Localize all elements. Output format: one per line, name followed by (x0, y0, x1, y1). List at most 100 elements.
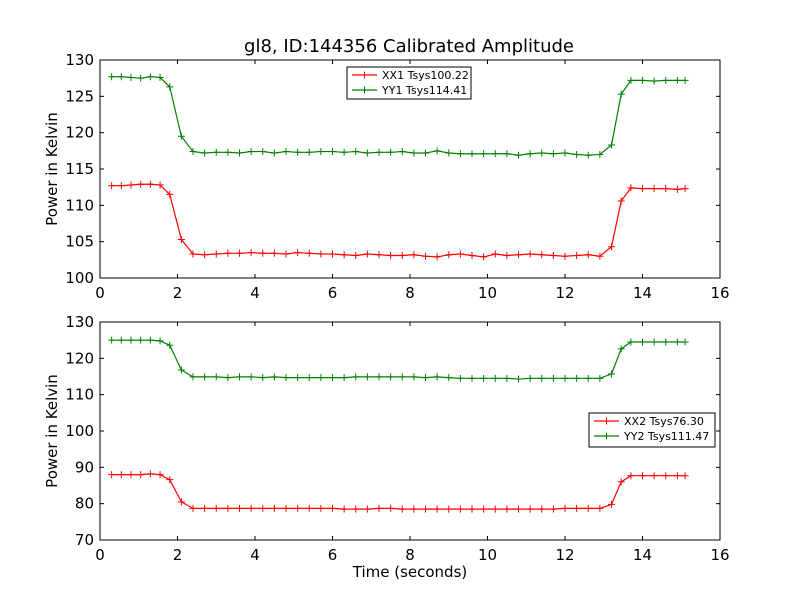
series-yy (108, 73, 689, 159)
data-point-marker (352, 148, 360, 156)
x-tick-label: 12 (555, 546, 574, 564)
data-point-marker (156, 73, 164, 81)
x-tick-label: 16 (710, 284, 729, 302)
data-point-marker (375, 504, 383, 512)
data-point-marker (282, 504, 290, 512)
data-point-marker (156, 181, 164, 189)
data-point-marker (584, 374, 592, 382)
data-point-marker (398, 148, 406, 156)
data-point-marker (166, 83, 174, 91)
data-point-marker (584, 504, 592, 512)
data-point-marker (259, 374, 267, 382)
data-point-marker (681, 338, 689, 346)
data-point-marker (538, 149, 546, 157)
data-point-marker (146, 180, 154, 188)
data-point-marker (189, 373, 197, 381)
data-point-marker (526, 374, 534, 382)
x-tick-label: 4 (250, 546, 260, 564)
data-point-marker (166, 476, 174, 484)
data-point-marker (108, 336, 116, 344)
legend-box (588, 412, 716, 448)
data-point-marker (503, 505, 511, 513)
data-point-marker (137, 336, 145, 344)
data-point-marker (608, 500, 615, 508)
legend: XX2 Tsys76.30 YY2 Tsys111.47 (588, 412, 716, 448)
legend-label: XX2 Tsys76.30 (624, 415, 704, 428)
x-tick-label: 8 (405, 546, 415, 564)
data-point-marker (681, 185, 689, 193)
data-point-marker (681, 472, 689, 480)
data-point-marker (317, 374, 325, 382)
data-point-marker (608, 243, 615, 251)
data-point-marker (650, 472, 658, 480)
y-tick-label: 110 (65, 196, 94, 214)
data-point-marker (387, 504, 395, 512)
data-point-marker (317, 504, 325, 512)
series-xx (108, 470, 689, 513)
y-tick-label: 120 (65, 349, 94, 367)
series-line (111, 183, 686, 258)
data-point-marker (270, 504, 278, 512)
data-point-marker (639, 338, 646, 346)
x-tick-label: 0 (95, 284, 105, 302)
data-point-marker (650, 77, 658, 85)
x-tick-label: 6 (328, 546, 338, 564)
data-point-marker (224, 374, 232, 382)
y-tick-label: 100 (65, 269, 94, 287)
data-point-marker (673, 472, 681, 480)
data-point-marker (137, 74, 145, 82)
y-tick-label: 105 (65, 233, 94, 251)
data-point-marker (573, 251, 581, 259)
data-point-marker (456, 150, 464, 158)
data-point-marker (491, 505, 499, 513)
data-point-marker (650, 185, 658, 193)
data-point-marker (340, 374, 348, 382)
series-line (111, 473, 686, 510)
data-point-marker (247, 373, 255, 381)
data-point-marker (617, 478, 625, 486)
data-point-marker (189, 504, 197, 512)
x-tick-label: 8 (405, 284, 415, 302)
data-point-marker (538, 505, 546, 513)
data-point-marker (156, 337, 164, 345)
data-point-marker (445, 374, 453, 382)
data-point-marker (117, 471, 125, 479)
data-point-marker (127, 336, 135, 344)
data-point-marker (387, 251, 395, 259)
data-point-marker (282, 374, 290, 382)
data-point-marker (329, 148, 336, 156)
legend-marker (603, 417, 610, 425)
data-point-marker (294, 374, 302, 382)
data-point-marker (305, 504, 313, 512)
data-point-marker (410, 149, 418, 157)
data-point-marker (108, 182, 116, 190)
data-point-marker (515, 151, 522, 159)
data-point-marker (236, 249, 243, 257)
data-point-marker (662, 338, 670, 346)
data-point-marker (639, 76, 646, 84)
legend-label: YY1 Tsys114.41 (381, 84, 467, 97)
data-point-marker (584, 251, 592, 259)
data-point-marker (538, 374, 546, 382)
data-point-marker (503, 374, 511, 382)
data-point-marker (212, 250, 220, 258)
data-point-marker (662, 472, 670, 480)
data-point-marker (127, 73, 135, 81)
data-point-marker (515, 375, 522, 383)
data-point-marker (236, 149, 243, 157)
y-tick-label: 130 (65, 51, 94, 69)
data-point-marker (224, 148, 232, 156)
data-point-marker (305, 374, 313, 382)
data-point-marker (398, 251, 406, 259)
data-point-marker (468, 374, 476, 382)
data-point-marker (146, 336, 154, 344)
data-point-marker (422, 374, 429, 382)
data-point-marker (673, 338, 681, 346)
data-point-marker (480, 505, 488, 513)
data-point-marker (137, 180, 145, 188)
data-point-marker (363, 149, 371, 157)
y-tick-label: 90 (75, 458, 94, 476)
data-point-marker (363, 250, 371, 258)
series-yy (108, 336, 689, 383)
